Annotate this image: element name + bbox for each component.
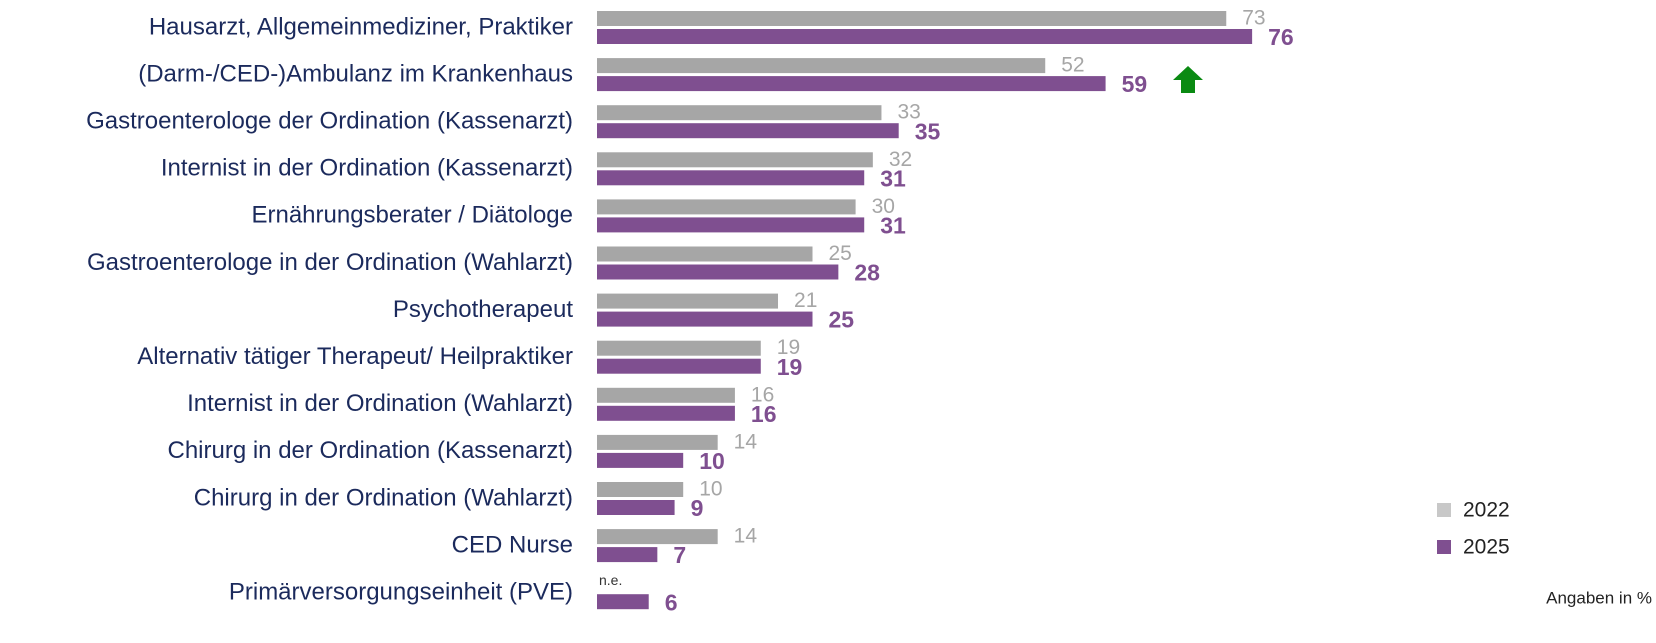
- category-label: Hausarzt, Allgemeinmediziner, Praktiker: [149, 13, 573, 40]
- bar: [597, 264, 839, 280]
- category-label: Internist in der Ordination (Kassenarzt): [161, 155, 573, 182]
- bar: [597, 358, 761, 374]
- legend-label: 2022: [1463, 499, 1510, 522]
- category-label: Psychotherapeut: [393, 296, 573, 323]
- value-label: 25: [829, 242, 852, 265]
- bar: [597, 246, 813, 262]
- bar: [597, 58, 1046, 74]
- bar: [597, 11, 1227, 26]
- legend-swatch: [1437, 503, 1451, 517]
- bar: [597, 199, 856, 215]
- bar: [597, 482, 684, 497]
- bar: [597, 594, 649, 610]
- value-label: 32: [889, 148, 912, 171]
- bar: [597, 405, 735, 421]
- legend-label: 2025: [1463, 536, 1510, 559]
- category-label: (Darm-/CED-)Ambulanz im Krankenhaus: [138, 60, 573, 87]
- legend-swatch: [1437, 540, 1451, 554]
- bar: [597, 387, 735, 403]
- value-label: 28: [854, 260, 880, 286]
- value-label: 76: [1268, 24, 1294, 50]
- category-label: Chirurg in der Ordination (Kassenarzt): [167, 437, 573, 464]
- bar: [597, 340, 761, 356]
- value-label: 31: [880, 165, 906, 191]
- bar: [597, 152, 873, 168]
- value-label: 35: [915, 118, 941, 144]
- bar: [597, 105, 882, 121]
- value-label: 19: [777, 354, 803, 380]
- value-label: 31: [880, 212, 906, 238]
- value-label: 52: [1061, 54, 1084, 77]
- category-label: Gastroenterologe der Ordination (Kassena…: [86, 108, 573, 135]
- value-label: n.e.: [599, 572, 622, 588]
- value-label: 7: [673, 542, 686, 568]
- category-label: CED Nurse: [452, 531, 573, 558]
- increase-arrow: [1173, 66, 1203, 93]
- category-label: Primärversorgungseinheit (PVE): [229, 579, 573, 606]
- value-label: 10: [699, 478, 722, 501]
- bar: [597, 311, 813, 327]
- value-label: 59: [1122, 71, 1148, 97]
- category-label: Chirurg in der Ordination (Wahlarzt): [194, 484, 573, 511]
- category-label: Alternativ tätiger Therapeut/ Heilprakti…: [137, 343, 573, 370]
- bar: [597, 123, 899, 139]
- bar: [597, 76, 1106, 92]
- value-label: 14: [734, 525, 758, 548]
- value-label: 21: [794, 289, 817, 312]
- category-label: Gastroenterologe in der Ordination (Wahl…: [87, 249, 573, 276]
- value-label: 16: [751, 383, 774, 406]
- note: Angaben in %: [1546, 588, 1652, 607]
- bar: [597, 170, 865, 186]
- bar: [597, 217, 865, 233]
- value-label: 73: [1242, 7, 1265, 30]
- value-label: 30: [872, 195, 895, 218]
- bar: [597, 293, 779, 309]
- value-label: 10: [699, 448, 725, 474]
- bar: [597, 29, 1253, 44]
- value-label: 25: [829, 307, 855, 333]
- category-label: Ernährungsberater / Diätologe: [251, 202, 573, 229]
- value-label: 6: [665, 589, 678, 615]
- value-label: 33: [897, 101, 920, 124]
- bar: [597, 434, 718, 450]
- bar: [597, 500, 675, 515]
- bar: [597, 452, 684, 468]
- value-label: 9: [691, 495, 704, 521]
- value-label: 19: [777, 336, 800, 359]
- value-label: 14: [734, 430, 758, 453]
- bar: [597, 529, 718, 545]
- value-label: 16: [751, 401, 777, 427]
- bar: [597, 547, 658, 563]
- category-label: Internist in der Ordination (Wahlarzt): [187, 390, 573, 417]
